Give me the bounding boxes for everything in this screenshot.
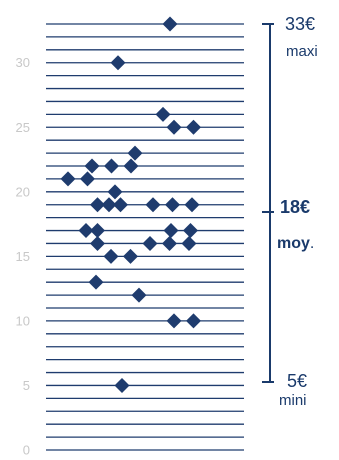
mean-label-line: moy. xyxy=(277,235,314,252)
y-tick-labels: 0 5 10 15 20 25 30 xyxy=(16,55,30,457)
data-point xyxy=(78,223,94,239)
min-label: mini xyxy=(279,392,307,409)
data-point xyxy=(163,223,179,239)
data-point xyxy=(186,313,201,329)
mean-label-suffix: . xyxy=(310,235,314,252)
data-point xyxy=(162,235,177,251)
data-point xyxy=(145,197,161,213)
data-point xyxy=(104,158,119,174)
data-point xyxy=(184,197,200,213)
range-bracket xyxy=(262,23,274,383)
y-tick-label: 25 xyxy=(16,120,30,135)
data-point xyxy=(110,55,126,71)
y-tick-label: 15 xyxy=(16,249,30,264)
data-point xyxy=(127,145,143,161)
data-point xyxy=(88,274,104,290)
data-point xyxy=(162,16,178,32)
max-label: maxi xyxy=(286,43,318,60)
data-point xyxy=(107,184,123,200)
data-point xyxy=(181,235,197,251)
data-point xyxy=(131,287,147,303)
data-point xyxy=(123,248,138,264)
mean-value-label: 18€ xyxy=(280,197,310,217)
grid-lines xyxy=(46,23,244,451)
y-tick-label: 10 xyxy=(16,313,30,328)
data-point xyxy=(113,197,128,213)
y-tick-label: 30 xyxy=(16,55,30,70)
data-point xyxy=(90,223,105,239)
data-point xyxy=(101,197,117,213)
data-point xyxy=(183,223,198,239)
data-point xyxy=(186,119,201,135)
data-point xyxy=(155,106,171,122)
data-point xyxy=(60,171,76,187)
data-point xyxy=(84,158,100,174)
data-point xyxy=(165,197,180,213)
data-point xyxy=(142,235,158,251)
y-tick-label: 0 xyxy=(23,443,30,458)
data-point xyxy=(123,158,139,174)
data-point xyxy=(80,171,95,187)
min-value-label: 5€ xyxy=(287,371,307,391)
data-point xyxy=(166,313,182,329)
data-points xyxy=(60,16,201,393)
y-tick-label: 20 xyxy=(16,184,30,199)
data-point xyxy=(114,377,130,393)
data-point xyxy=(90,235,105,251)
mean-label: moy xyxy=(277,235,310,252)
data-point xyxy=(90,197,105,213)
y-tick-label: 5 xyxy=(23,378,30,393)
data-point xyxy=(103,248,119,264)
max-value-label: 33€ xyxy=(285,14,315,34)
data-point xyxy=(166,119,182,135)
